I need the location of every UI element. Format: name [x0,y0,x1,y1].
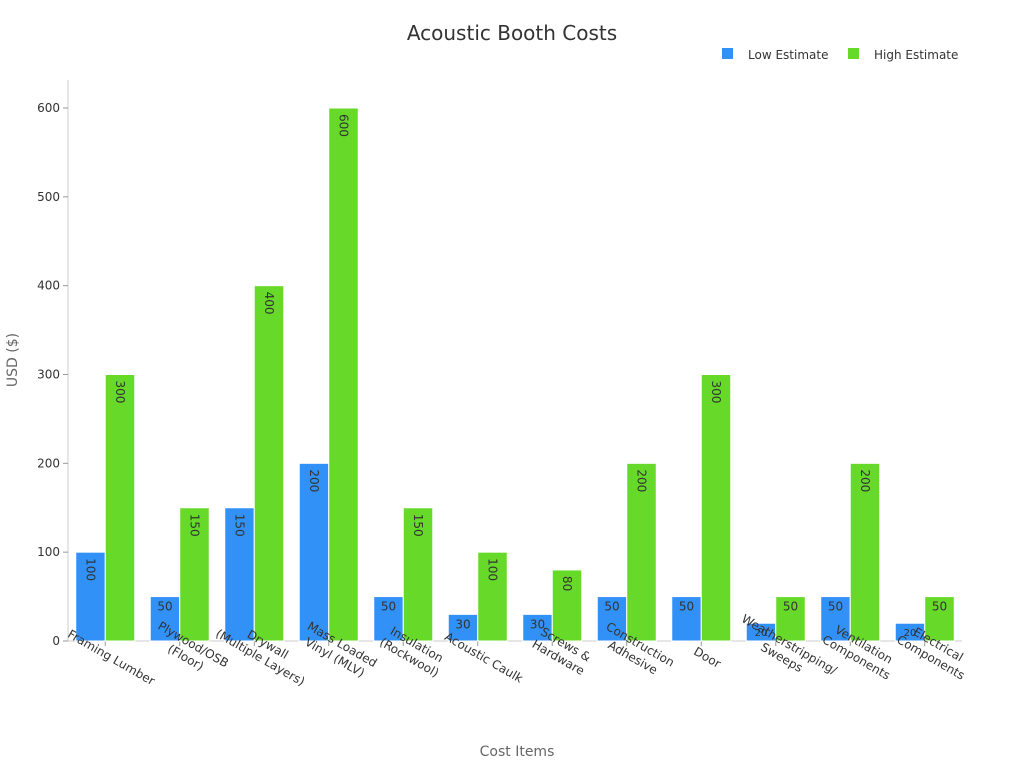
legend-label: High Estimate [874,48,958,62]
bar-high-estimate [253,285,285,642]
y-tick-label: 400 [37,279,60,293]
legend-swatch [722,48,733,59]
bar-high-estimate [104,374,136,642]
bar-low-estimate [671,596,702,642]
data-label: 300 [709,381,723,404]
bar-high-estimate [477,551,508,642]
data-label: 200 [307,469,321,492]
y-tick-label: 300 [37,368,60,382]
data-label: 50 [932,600,947,614]
data-label: 200 [858,469,872,492]
x-tick-label: Door [691,644,723,671]
data-label: 150 [233,514,247,537]
data-label: 50 [604,600,619,614]
bar-low-estimate [447,613,479,642]
chart-title: Acoustic Booth Costs [407,21,617,45]
data-label: 50 [828,600,843,614]
bar-high-estimate [328,107,359,642]
y-tick-label: 200 [37,456,60,470]
legend: Low Estimate High Estimate [722,48,958,62]
bar-high-estimate [179,507,210,642]
data-label: 30 [455,617,470,631]
bar-high-estimate [775,596,806,642]
data-label: 20 [755,628,768,639]
bar-high-estimate [551,569,583,642]
bar-low-estimate [224,507,255,642]
y-tick-label: 0 [52,634,60,648]
data-label: 80 [560,576,574,591]
bar-high-estimate [402,507,434,642]
bar-low-estimate [522,613,553,642]
legend-label: Low Estimate [748,48,828,62]
data-label: 20 [904,628,917,639]
y-tick-label: 600 [37,101,60,115]
data-label: 300 [113,381,127,404]
y-axis-label: USD ($) [5,333,21,387]
data-label: 50 [783,600,798,614]
bar-low-estimate [820,596,851,642]
data-label: 100 [486,558,500,581]
y-tick-label: 100 [37,545,60,559]
data-label: 50 [381,600,396,614]
data-label: 150 [188,514,202,537]
data-label: 50 [157,600,172,614]
data-label: 600 [337,114,351,137]
bar-low-estimate [298,462,330,642]
bar-high-estimate [700,374,732,642]
data-label: 100 [84,558,98,581]
y-tick-label: 500 [37,190,60,204]
data-label: 150 [411,514,425,537]
x-axis-label: Cost Items [480,744,555,760]
data-label: 200 [635,469,649,492]
bar-high-estimate [849,462,881,642]
legend-swatch [848,48,859,59]
bar-high-estimate [626,462,657,642]
data-label: 50 [679,600,694,614]
bar-high-estimate [924,596,955,642]
bar-low-estimate [596,596,628,642]
data-label: 30 [530,617,545,631]
data-label: 400 [262,292,276,315]
x-tick-label-line: Door [691,644,723,671]
